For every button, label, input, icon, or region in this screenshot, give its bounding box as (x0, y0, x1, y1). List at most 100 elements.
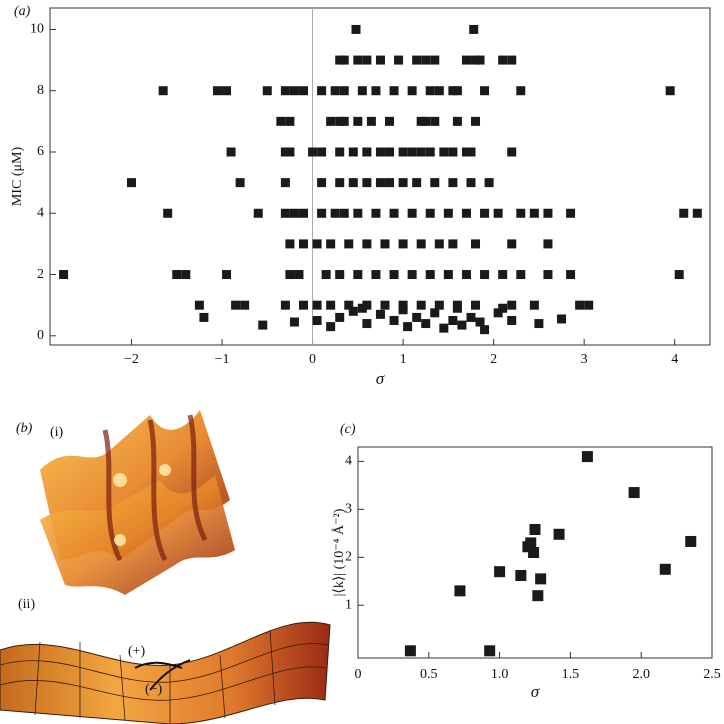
data-point (475, 317, 485, 327)
data-point (285, 147, 295, 157)
sub-label: (i) (50, 425, 64, 440)
data-point (507, 239, 517, 249)
y-tick-label: 8 (37, 83, 44, 98)
data-point (398, 178, 408, 188)
data-point (308, 147, 318, 157)
data-point (484, 178, 494, 188)
data-point (466, 178, 476, 188)
data-point (557, 314, 567, 324)
data-point (430, 308, 440, 318)
plot-frame (49, 7, 711, 346)
data-point (339, 116, 349, 126)
data-point (285, 116, 295, 126)
data-point (326, 116, 336, 126)
data-point (231, 300, 241, 310)
data-point (452, 303, 462, 313)
data-point (461, 270, 471, 280)
data-point (553, 528, 565, 540)
data-point (466, 147, 476, 157)
data-point (515, 570, 527, 582)
data-point (348, 147, 358, 157)
data-point (679, 208, 689, 218)
data-point (452, 86, 462, 96)
data-point (516, 208, 526, 218)
data-point (389, 315, 399, 325)
data-point (566, 208, 576, 218)
data-point (493, 208, 503, 218)
data-point (212, 86, 222, 96)
data-point (461, 208, 471, 218)
x-tick-label: 2 (490, 352, 497, 367)
data-point (480, 325, 490, 335)
data-point (59, 270, 69, 280)
data-point (516, 270, 526, 280)
data-point (498, 270, 508, 280)
panel-label: (b) (16, 421, 33, 436)
data-point (276, 116, 286, 126)
data-point (380, 300, 390, 310)
data-point (285, 270, 295, 280)
data-point (421, 116, 431, 126)
data-point (362, 147, 372, 157)
y-tick-label: 1 (345, 597, 352, 612)
data-point (404, 645, 416, 657)
data-point (461, 147, 471, 157)
data-point (516, 86, 526, 96)
data-point (240, 300, 250, 310)
data-point (475, 55, 485, 65)
panel-label: (c) (340, 422, 356, 437)
data-point (448, 178, 458, 188)
y-axis-label: |⟨k⟩| (10⁻⁴ Å⁻²) (331, 508, 347, 596)
x-tick-label: −2 (124, 352, 139, 367)
data-point (253, 208, 263, 218)
data-point (685, 535, 697, 547)
data-point (430, 178, 440, 188)
data-point (280, 147, 290, 157)
plot-frame (357, 446, 713, 659)
data-point (389, 270, 399, 280)
data-point (326, 239, 336, 249)
data-point (507, 300, 517, 310)
data-point (674, 270, 684, 280)
data-point (528, 547, 540, 558)
data-point (335, 116, 345, 126)
data-point (398, 239, 408, 249)
data-point (421, 319, 431, 329)
y-tick-label: 2 (37, 267, 44, 282)
x-tick-label: 0 (355, 667, 362, 682)
data-point (344, 300, 354, 310)
data-point (457, 320, 467, 330)
data-point (362, 319, 372, 329)
data-point (535, 573, 547, 585)
data-point (665, 86, 675, 96)
surface-illustration (0, 410, 331, 724)
data-point (385, 116, 395, 126)
data-point (351, 24, 361, 34)
data-point (158, 86, 168, 96)
data-point (353, 116, 363, 126)
data-point (469, 24, 479, 34)
data-point (534, 319, 544, 329)
data-point (407, 147, 417, 157)
data-point (375, 178, 385, 188)
data-point (692, 208, 702, 218)
x-tick-label: 1.0 (491, 667, 509, 682)
data-point (471, 239, 481, 249)
sub-label: (ii) (18, 597, 35, 612)
data-point (412, 312, 422, 322)
data-point (581, 451, 593, 463)
data-point (312, 300, 322, 310)
data-point (412, 55, 422, 65)
data-point (529, 523, 541, 535)
data-point (321, 270, 331, 280)
data-point (371, 86, 381, 96)
data-point (480, 86, 490, 96)
data-point (385, 147, 395, 157)
data-point (407, 86, 417, 96)
data-point (339, 86, 349, 96)
data-point (507, 55, 517, 65)
data-point (280, 300, 290, 310)
y-tick-label: 10 (30, 22, 44, 37)
